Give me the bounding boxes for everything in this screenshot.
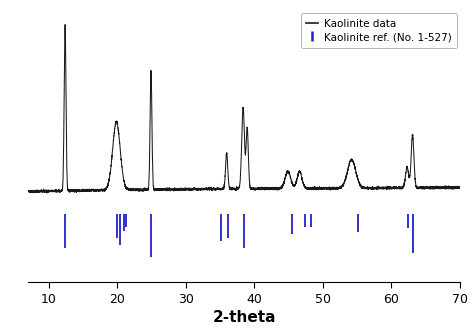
- X-axis label: 2-theta: 2-theta: [212, 310, 276, 325]
- Legend: Kaolinite data, Kaolinite ref. (No. 1-527): Kaolinite data, Kaolinite ref. (No. 1-52…: [301, 13, 456, 48]
